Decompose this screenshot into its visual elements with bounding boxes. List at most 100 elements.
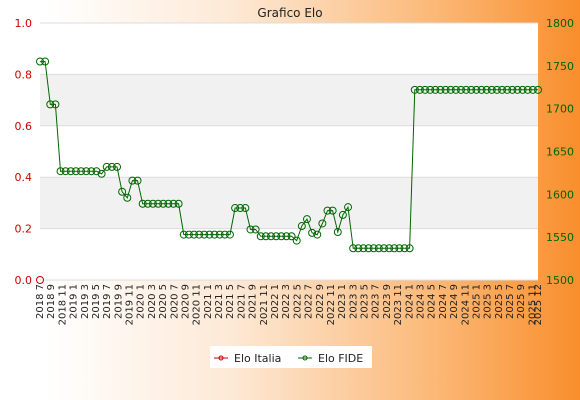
x-tick-label: 2025 11 bbox=[527, 284, 538, 325]
x-tick-label: 2025 1 bbox=[471, 284, 482, 319]
series-elo-italia bbox=[36, 276, 44, 284]
legend-marker-elo-italia bbox=[218, 355, 224, 361]
data-point-elo-fide bbox=[36, 57, 44, 66]
x-tick-label: 2019 7 bbox=[102, 284, 113, 319]
data-point-elo-fide bbox=[534, 85, 542, 94]
x-axis-ticks: 2018 7 2018 9 2018 11 2019 1 2019 3 2019 5 201… bbox=[35, 284, 544, 325]
x-tick-label: 2025 7 bbox=[505, 284, 516, 319]
x-tick-label: 2021 5 bbox=[225, 284, 236, 319]
x-tick-label: 2020 7 bbox=[169, 284, 180, 319]
x-tick-label: 2022 3 bbox=[281, 284, 292, 319]
legend: Elo Italia Elo FIDE bbox=[210, 346, 372, 368]
x-tick-label: 2023 3 bbox=[348, 284, 359, 319]
data-point-elo-fide bbox=[364, 244, 373, 253]
data-point-elo-fide bbox=[92, 167, 101, 176]
legend-item-elo-fide[interactable]: Elo FIDE bbox=[298, 352, 363, 365]
data-point-elo-fide bbox=[97, 169, 106, 178]
x-tick-label: 2025 9 bbox=[516, 284, 527, 319]
data-point-elo-fide bbox=[451, 85, 460, 94]
left-tick-label: 1.0 bbox=[15, 17, 33, 30]
data-point-elo-fide bbox=[41, 57, 50, 66]
gridlines bbox=[40, 22, 538, 281]
data-point-elo-fide bbox=[236, 204, 245, 213]
data-point-elo-fide bbox=[492, 85, 501, 94]
data-point-elo-fide bbox=[143, 199, 152, 208]
data-point-elo-fide bbox=[267, 232, 276, 241]
data-point-elo-fide bbox=[51, 100, 60, 109]
series-line-elo-fide bbox=[40, 61, 538, 249]
x-tick-label: 2022 1 bbox=[270, 284, 281, 319]
data-point-elo-fide bbox=[225, 230, 234, 239]
data-point-elo-fide bbox=[462, 85, 471, 94]
grid-band bbox=[40, 177, 538, 229]
data-point-elo-fide bbox=[503, 85, 512, 94]
right-tick-label: 1500 bbox=[546, 274, 574, 287]
data-point-elo-fide bbox=[436, 85, 445, 94]
x-tick-label: 2022 11 bbox=[326, 284, 337, 325]
x-tick-label: 2024 11 bbox=[460, 284, 471, 325]
data-point-elo-fide bbox=[328, 206, 337, 215]
left-axis-ticks: 0.0 0.2 0.4 0.6 0.8 1.0 bbox=[15, 17, 33, 287]
data-point-elo-fide bbox=[513, 85, 522, 94]
series-elo-fide bbox=[36, 57, 542, 253]
x-tick-label: 2018 7 bbox=[35, 284, 46, 319]
legend-box bbox=[210, 346, 372, 368]
x-tick-label: 2022 9 bbox=[315, 284, 326, 319]
data-point-elo-fide bbox=[405, 244, 414, 253]
left-tick-label: 0.6 bbox=[15, 120, 33, 133]
x-tick-label: 2025 5 bbox=[494, 284, 505, 319]
x-tick-label: 2023 5 bbox=[360, 284, 371, 319]
x-tick-label: 2024 5 bbox=[427, 284, 438, 319]
data-point-elo-fide bbox=[282, 232, 291, 241]
data-point-elo-fide bbox=[359, 244, 368, 253]
data-point-elo-fide bbox=[415, 85, 424, 94]
data-point-elo-fide bbox=[118, 187, 127, 196]
x-tick-label: 2020 5 bbox=[158, 284, 169, 319]
data-point-elo-fide bbox=[385, 244, 394, 253]
data-point-elo-italia bbox=[36, 276, 44, 284]
data-point-elo-fide bbox=[71, 167, 80, 176]
data-point-elo-fide bbox=[292, 236, 301, 245]
left-tick-label: 0.2 bbox=[15, 223, 33, 236]
data-point-elo-fide bbox=[190, 230, 199, 239]
data-point-elo-fide bbox=[523, 85, 532, 94]
data-point-elo-fide bbox=[154, 199, 163, 208]
data-point-elo-fide bbox=[205, 230, 214, 239]
left-tick-label: 0.0 bbox=[15, 274, 33, 287]
data-point-elo-fide bbox=[369, 244, 378, 253]
data-point-elo-fide bbox=[128, 176, 137, 185]
x-tick-label: 2019 9 bbox=[113, 284, 124, 319]
x-tick-label: 2024 9 bbox=[449, 284, 460, 319]
x-tick-label: 2019 11 bbox=[125, 284, 136, 325]
data-point-elo-fide bbox=[302, 215, 311, 224]
data-point-elo-fide bbox=[102, 162, 111, 171]
legend-item-elo-italia[interactable]: Elo Italia bbox=[214, 352, 281, 365]
data-point-elo-fide bbox=[518, 85, 527, 94]
right-tick-label: 1650 bbox=[546, 146, 574, 159]
right-tick-label: 1550 bbox=[546, 231, 574, 244]
data-point-elo-fide bbox=[56, 167, 65, 176]
data-point-elo-fide bbox=[441, 85, 450, 94]
data-point-elo-fide bbox=[354, 244, 363, 253]
x-tick-label: 2023 7 bbox=[371, 284, 382, 319]
data-point-elo-fide bbox=[379, 244, 388, 253]
data-point-elo-fide bbox=[184, 230, 193, 239]
x-tick-label: 2022 5 bbox=[292, 284, 303, 319]
data-point-elo-fide bbox=[220, 230, 229, 239]
x-tick-label: 2019 1 bbox=[69, 284, 80, 319]
x-tick-label: 2021 3 bbox=[214, 284, 225, 319]
x-tick-label: 2024 1 bbox=[404, 284, 415, 319]
data-point-elo-fide bbox=[426, 85, 435, 94]
data-point-elo-fide bbox=[77, 167, 86, 176]
data-point-elo-fide bbox=[395, 244, 404, 253]
data-point-elo-fide bbox=[421, 85, 430, 94]
data-point-elo-fide bbox=[164, 199, 173, 208]
x-tick-label: 2023 9 bbox=[382, 284, 393, 319]
data-point-elo-fide bbox=[528, 85, 537, 94]
data-point-elo-fide bbox=[400, 244, 409, 253]
data-point-elo-fide bbox=[61, 167, 70, 176]
grid-band bbox=[40, 74, 538, 126]
data-point-elo-fide bbox=[277, 232, 286, 241]
x-tick-label: 2021 7 bbox=[236, 284, 247, 319]
